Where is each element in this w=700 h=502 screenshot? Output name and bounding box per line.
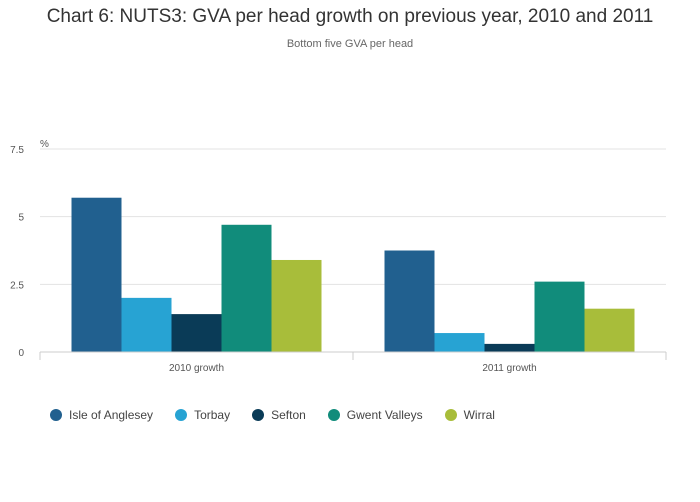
bar-isle-of-anglesey-2 [384, 250, 435, 352]
y-tick-label: 7.5 [10, 145, 24, 156]
y-tick-label: 5 [18, 213, 24, 224]
legend-dot-icon [175, 409, 188, 421]
legend-dot-icon [252, 409, 265, 421]
bar-isle-of-anglesey-1 [71, 197, 122, 352]
bar-sefton-2 [484, 343, 535, 352]
legend-dot-icon [50, 409, 62, 421]
legend-label: Sefton [271, 408, 306, 422]
legend-label: Gwent Valleys [346, 408, 423, 422]
chart-subtitle: Bottom five GVA per head [286, 38, 414, 50]
chart-title: Chart 6: NUTS3: GVA per head growth on p… [46, 6, 654, 27]
x-category-label: 2010 growth [169, 363, 224, 374]
legend-dot-icon [444, 409, 457, 421]
legend-label: Isle of Anglesey [69, 408, 154, 422]
bar-sefton-1 [171, 314, 222, 352]
x-category-label: 2011 growth [482, 363, 536, 374]
bar-torbay-1 [121, 297, 172, 352]
legend-item-wirral[interactable]: Wirral [444, 408, 495, 422]
legend-item-torbay[interactable]: Torbay [175, 408, 230, 422]
y-tick-label: 0 [18, 348, 24, 359]
bar-torbay-2 [434, 333, 485, 352]
legend-dot-icon [327, 409, 340, 421]
bar-wirral-1 [271, 259, 322, 352]
legend-item-gwent-valleys[interactable]: Gwent Valleys [327, 408, 423, 422]
legend-label: Torbay [194, 408, 231, 422]
bar-gwent-valleys-1 [221, 224, 272, 352]
y-tick-label: 2.5 [10, 280, 24, 291]
bar-wirral-2 [584, 308, 635, 352]
y-axis-label: % [40, 139, 49, 150]
legend-item-isle-of-anglesey[interactable]: Isle of Anglesey [50, 408, 153, 422]
chart-legend: Isle of Anglesey Torbay Sefton Gwent Valley… [50, 408, 517, 422]
legend-item-sefton[interactable]: Sefton [252, 408, 306, 422]
bar-gwent-valleys-2 [534, 281, 585, 352]
legend-label: Wirral [463, 408, 495, 422]
